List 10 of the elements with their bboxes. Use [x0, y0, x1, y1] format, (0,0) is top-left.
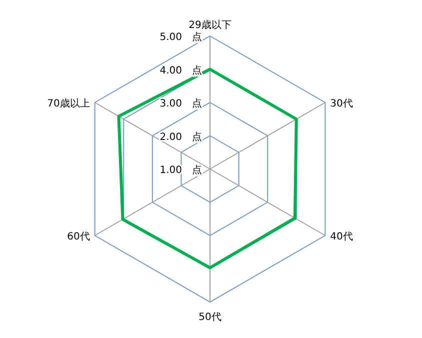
spoke-label: 29歳以下 — [188, 19, 232, 31]
spoke-label: 50代 — [198, 312, 222, 323]
spoke-label: 60代 — [67, 232, 90, 242]
y-tick-label: 5.00 点 — [160, 31, 202, 43]
spoke-label: 30代 — [330, 98, 353, 110]
spoke-label: 70歳以上 — [47, 98, 90, 110]
y-tick-label: 2.00 点 — [160, 130, 202, 143]
y-tick-label: 3.00 点 — [160, 98, 202, 110]
spoke-label: 40代 — [330, 232, 353, 242]
y-tick-label: 4.00 点 — [160, 64, 202, 76]
